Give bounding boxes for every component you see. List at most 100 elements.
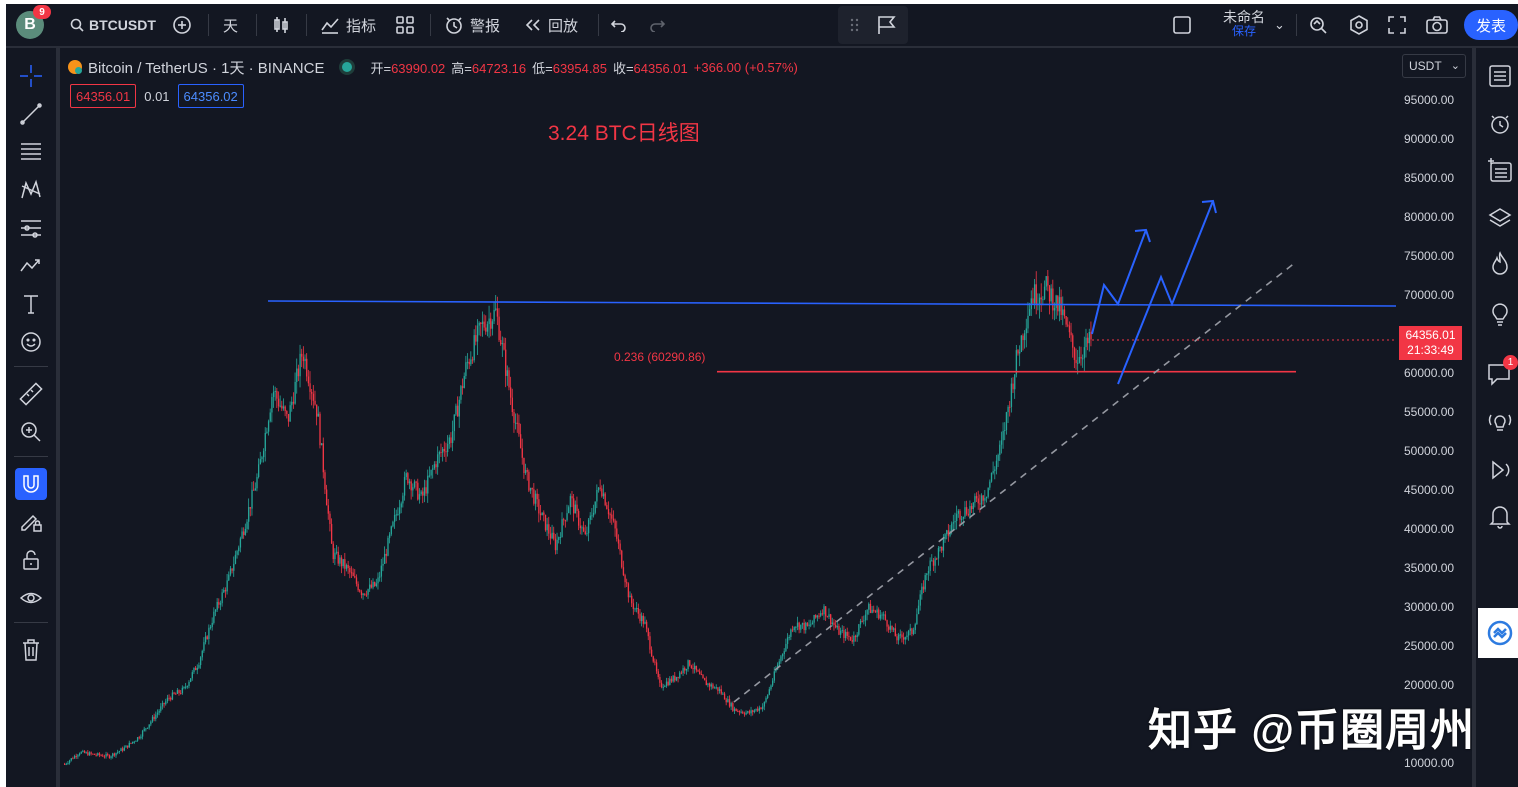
remove-drawings-tool[interactable] [15, 634, 47, 666]
candle-body [864, 614, 867, 621]
pattern-tool[interactable] [15, 174, 47, 206]
candle-body [815, 615, 817, 618]
lock-drawings-tool[interactable] [15, 544, 47, 576]
ideas-button[interactable] [1484, 298, 1516, 330]
candle-body [798, 622, 800, 630]
currency-select[interactable]: USDT ⌄ [1402, 54, 1466, 78]
save-layout-button[interactable]: 未命名 保存 [1223, 9, 1265, 38]
candle-body [821, 613, 824, 615]
replay-panel-button[interactable] [1484, 454, 1516, 486]
candle-body [538, 499, 540, 514]
quick-search-button[interactable] [1308, 4, 1328, 46]
candle-body [486, 324, 489, 332]
candle-body [253, 489, 255, 491]
compare-button[interactable] [172, 4, 192, 46]
undo-button[interactable] [610, 4, 628, 46]
unlock-icon [23, 550, 39, 570]
buy-button[interactable]: 64356.02 [177, 84, 244, 108]
annotation-title[interactable]: 3.24 BTC日线图 [548, 122, 700, 145]
candle-body [254, 488, 257, 491]
candle-body [456, 405, 459, 417]
candle-body [490, 318, 492, 329]
candle-body [853, 635, 855, 642]
candle-body [896, 636, 898, 641]
hide-drawings-tool[interactable] [15, 582, 47, 614]
chats-button[interactable]: 1 [1484, 355, 1518, 390]
market-status-icon[interactable] [342, 62, 353, 72]
fullscreen-button[interactable] [1388, 4, 1406, 46]
symbol-name[interactable]: Bitcoin / TetherUS · 1天 · BINANCE [88, 59, 325, 77]
candle-body [904, 637, 906, 640]
candle-body [1067, 324, 1069, 326]
publish-button[interactable]: 发表 [1464, 10, 1518, 40]
candle-body [735, 708, 737, 712]
candle-body [397, 513, 399, 515]
alerts-panel-button[interactable] [1484, 108, 1516, 140]
candle-body [166, 697, 169, 702]
candle-body [846, 631, 848, 636]
candle-body [209, 626, 212, 628]
snapshot-button[interactable] [1426, 4, 1448, 46]
data-window-button[interactable] [1484, 154, 1516, 186]
candle-body [599, 487, 601, 489]
floating-drawing-toolbar[interactable] [838, 6, 908, 44]
sell-button[interactable]: 64356.01 [70, 84, 137, 108]
layers-button[interactable] [1484, 202, 1516, 234]
trendline-tool[interactable] [15, 98, 47, 130]
alerts-button[interactable]: 警报 [444, 4, 500, 46]
candle-body [579, 525, 581, 529]
interval-button[interactable]: 天 [223, 17, 239, 35]
layouts-button[interactable] [396, 4, 414, 46]
candle-body [1063, 309, 1066, 317]
streams-button[interactable] [1484, 406, 1516, 438]
candle-body [208, 627, 210, 640]
price-tick: 45000.00 [1404, 483, 1455, 497]
icon-tool[interactable] [15, 326, 47, 358]
fib-level-label[interactable]: 0.236 (60290.86) [614, 350, 706, 364]
brush-tool[interactable] [15, 250, 47, 282]
price-chart[interactable] [6, 4, 1518, 787]
stay-in-drawing-tool[interactable] [15, 506, 47, 538]
zoom-tool[interactable] [15, 416, 47, 448]
candle-body [319, 413, 321, 446]
layout-menu-chevron[interactable]: ⌄ [1274, 4, 1285, 46]
candle-body [350, 572, 353, 574]
candle-body [1052, 288, 1054, 311]
candle-body [521, 448, 523, 458]
candle-body [480, 322, 482, 324]
candle-body [718, 689, 721, 691]
candle-body [775, 669, 777, 672]
candle-body [1073, 347, 1076, 360]
symbol-search-button[interactable]: BTCUSDT [70, 4, 156, 46]
watchlist-button[interactable] [1484, 60, 1516, 92]
candle-body [329, 513, 331, 524]
candle-body [624, 575, 626, 583]
candle-body [549, 533, 552, 539]
notifications-button[interactable] [1484, 500, 1516, 532]
measure-tool[interactable] [15, 378, 47, 410]
magnet-tool[interactable] [15, 468, 47, 500]
candle-body [185, 686, 187, 688]
chart-type-button[interactable] [272, 4, 290, 46]
fib-tool[interactable] [15, 136, 47, 168]
candle-body [311, 391, 313, 394]
candle-body [1042, 299, 1044, 301]
indicators-button[interactable]: 指标 [320, 4, 376, 46]
candle-body [460, 386, 462, 400]
layout-toggle[interactable] [1172, 4, 1192, 46]
text-tool[interactable] [15, 288, 47, 320]
redo-button[interactable] [648, 4, 666, 46]
settings-button[interactable] [1348, 4, 1370, 46]
candle-body [931, 560, 933, 562]
hotlists-button[interactable] [1484, 248, 1516, 280]
help-widget[interactable] [1478, 608, 1518, 658]
replay-button[interactable]: 回放 [524, 4, 578, 46]
candle-body [576, 504, 578, 511]
candle-body [932, 560, 935, 566]
crosshair-tool[interactable] [15, 60, 47, 92]
candle-body [382, 563, 384, 566]
flame-icon [1492, 251, 1508, 275]
candle-body [893, 628, 895, 630]
forecast-tool[interactable] [15, 212, 47, 244]
